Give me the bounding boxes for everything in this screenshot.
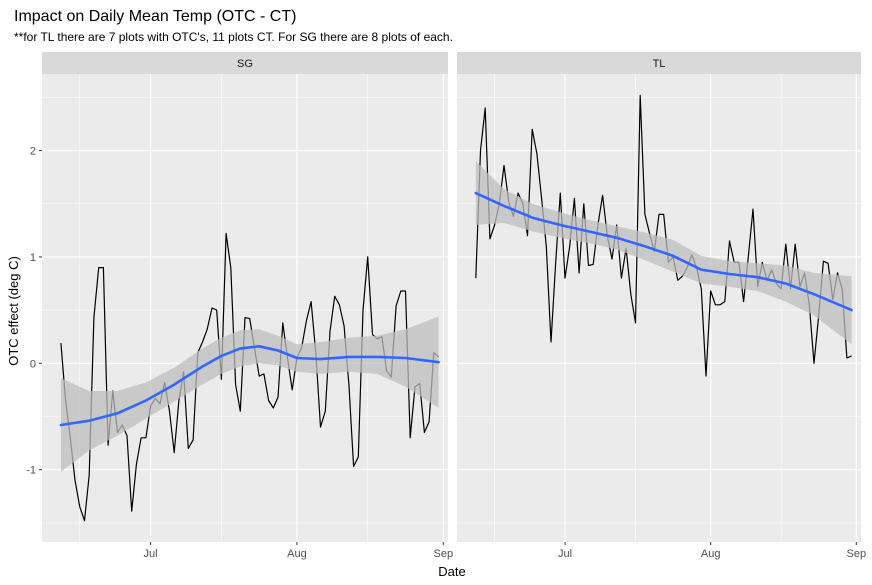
facet-panel-sg: SG — [42, 52, 448, 542]
panel-background — [42, 74, 448, 542]
chart-subtitle: **for TL there are 7 plots with OTC's, 1… — [14, 30, 453, 44]
facet-strip — [457, 52, 861, 74]
facet-label: SG — [237, 58, 253, 70]
x-tick-label: Aug — [287, 548, 307, 560]
y-axis: -1 0 1 2 — [26, 146, 42, 477]
facet-panel-tl: TL — [457, 52, 861, 542]
panel-background — [457, 74, 861, 542]
x-axis-title: Date — [438, 564, 465, 579]
chart-title: Impact on Daily Mean Temp (OTC - CT) — [14, 8, 296, 25]
facet-strip — [42, 52, 448, 74]
facet-label: TL — [653, 58, 666, 70]
x-tick-label: Sep — [433, 548, 453, 560]
y-tick-label: -1 — [26, 465, 36, 477]
x-axis: Jul Aug Sep Jul Aug Sep — [144, 542, 867, 560]
x-tick-label: Jul — [558, 548, 572, 560]
y-tick-label: 2 — [30, 146, 36, 158]
y-tick-label: 0 — [30, 358, 36, 370]
series-line-smooth-trend — [474, 191, 853, 312]
x-tick-label: Jul — [144, 548, 158, 560]
x-tick-label: Aug — [701, 548, 721, 560]
y-tick-label: 1 — [30, 252, 36, 264]
y-axis-title: OTC effect (deg C) — [6, 256, 21, 366]
x-tick-label: Sep — [847, 548, 867, 560]
series-line-smooth-trend — [59, 344, 440, 427]
confidence-ribbon — [60, 316, 439, 472]
